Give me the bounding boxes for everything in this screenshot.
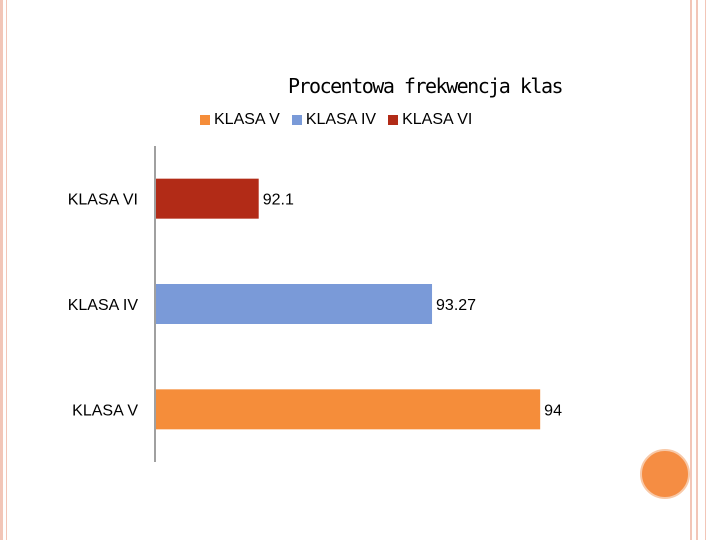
category-label-klasa-vi: KLASA VI: [68, 192, 138, 209]
data-label-klasa-vi: 92.1: [263, 192, 294, 209]
chart-legend: KLASA V KLASA IV KLASA VI: [200, 111, 472, 129]
legend-swatch-klasa-v: [200, 115, 210, 125]
bar-klasa-iv: [156, 284, 433, 324]
legend-entry-klasa-v: KLASA V: [200, 111, 280, 129]
left-frame-rule-thin: [6, 0, 7, 540]
right-frame-rule: [690, 0, 692, 540]
left-frame-rule: [0, 0, 3, 540]
decorative-circle: [640, 449, 690, 499]
legend-entry-klasa-iv: KLASA IV: [291, 111, 377, 129]
right-frame-rule-thin: [705, 0, 706, 540]
legend-swatch-klasa-iv: [291, 115, 302, 125]
legend-entry-klasa-vi: KLASA VI: [388, 111, 472, 129]
category-label-klasa-v: KLASA V: [72, 402, 138, 419]
data-label-klasa-iv: 93.27: [436, 297, 476, 314]
data-label-klasa-v: 94: [544, 402, 562, 419]
legend-label-klasa-vi: KLASA VI: [402, 111, 473, 128]
legend-label-klasa-iv: KLASA IV: [305, 111, 377, 128]
legend-label-klasa-v: KLASA V: [214, 111, 280, 128]
legend-swatch-klasa-vi: [388, 115, 399, 125]
category-label-klasa-iv: KLASA IV: [68, 297, 139, 314]
chart-title: Procentowa frekwencja klas: [287, 74, 564, 98]
bar-klasa-v: [156, 389, 541, 430]
bar-klasa-vi: [156, 178, 259, 219]
right-frame-rule-middle: [696, 0, 698, 540]
